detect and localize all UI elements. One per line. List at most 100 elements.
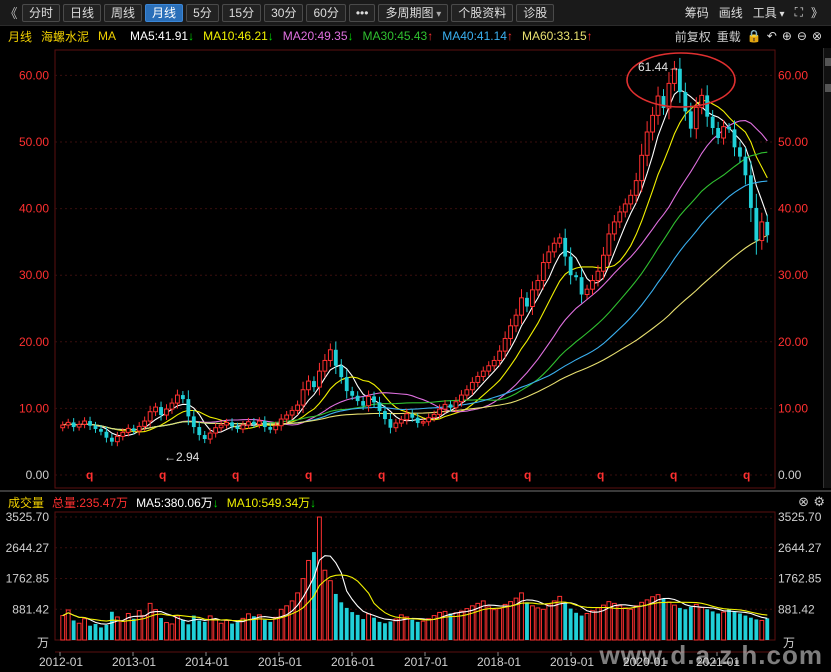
- candle-up: [213, 427, 219, 434]
- tab-daily[interactable]: 日线: [63, 3, 102, 22]
- volume-settings-icon[interactable]: ⚙: [813, 494, 825, 509]
- prev-arrow-icon[interactable]: 《: [4, 6, 18, 21]
- volume-bar-up: [213, 618, 219, 641]
- fullscreen-icon[interactable]: ⛶: [794, 5, 803, 19]
- volume-bar-down: [350, 612, 355, 640]
- volume-bar-up: [497, 608, 503, 641]
- more-periods-button[interactable]: •••: [348, 3, 376, 22]
- volume-tick-right: 3525.70: [778, 510, 822, 524]
- tab-monthly[interactable]: 月线: [145, 3, 184, 22]
- price-tick-right: 30.00: [778, 268, 808, 282]
- lock-icon[interactable]: 🔒: [746, 29, 762, 43]
- chips-button[interactable]: 筹码: [684, 6, 709, 20]
- volume-label: 成交量: [8, 495, 45, 510]
- candle-down: [683, 92, 688, 112]
- candle-up: [519, 297, 524, 316]
- tools-menu-button[interactable]: 工具: [753, 4, 785, 21]
- overlay-button[interactable]: 重载: [716, 29, 741, 44]
- side-scrollbar[interactable]: [823, 48, 831, 488]
- highlight-circle: [626, 52, 736, 108]
- volume-bars: [60, 516, 770, 641]
- tab-weekly[interactable]: 周线: [104, 3, 143, 22]
- candle-up: [404, 413, 410, 421]
- candle-down: [415, 417, 420, 424]
- ma-lines: [62, 89, 768, 437]
- volume-bar-up: [469, 605, 475, 641]
- volume-close-icon[interactable]: ⊗: [798, 494, 809, 509]
- volume-bar-down: [383, 623, 387, 640]
- date-tick-label: 2020-01: [623, 655, 667, 669]
- volume-bar-up: [437, 611, 442, 641]
- volume-bar-down: [388, 621, 393, 640]
- candle-down: [377, 402, 382, 412]
- candle-down: [710, 116, 715, 129]
- candle-up: [273, 425, 279, 431]
- volume-bar-up: [508, 601, 513, 641]
- volume-bar-up: [459, 610, 464, 641]
- volume-bar-up: [366, 613, 371, 641]
- volume-bar-down: [525, 602, 529, 640]
- volume-bar-up: [611, 602, 617, 641]
- candle-up: [65, 421, 71, 426]
- candle-down: [661, 96, 666, 109]
- candle-up: [584, 288, 590, 296]
- volume-bar-down: [415, 621, 420, 640]
- tab-5min[interactable]: 5分: [186, 3, 219, 22]
- candle-up: [617, 211, 623, 223]
- q-marker: q: [378, 468, 385, 482]
- candle-down: [743, 156, 748, 176]
- adjust-button[interactable]: 前复权: [674, 29, 711, 44]
- volume-bar-up: [666, 601, 672, 641]
- volume-bar-down: [738, 613, 742, 640]
- volume-bar-up: [693, 603, 699, 641]
- volume-bar-up: [125, 612, 131, 641]
- volume-bar-up: [82, 618, 87, 641]
- volume-bar-up: [644, 599, 650, 641]
- volume-bar-down: [339, 602, 344, 640]
- candle-down: [235, 426, 240, 430]
- volume-bar-up: [650, 596, 655, 641]
- tab-30min[interactable]: 30分: [264, 3, 304, 22]
- diagnose-button[interactable]: 诊股: [516, 3, 555, 22]
- undo-icon[interactable]: ↶: [766, 29, 777, 43]
- q-marker: q: [305, 468, 312, 482]
- ma20-value: MA20:49.35↓: [282, 29, 354, 43]
- multi-period-button[interactable]: 多周期图: [378, 3, 449, 22]
- draw-line-button[interactable]: 画线: [718, 6, 743, 20]
- volume-tick-right: 1762.85: [778, 572, 822, 586]
- volume-tick-left: 2644.27: [6, 541, 50, 555]
- candle-up: [530, 289, 535, 308]
- volume-bar-up: [284, 605, 290, 641]
- price-tick-right: 40.00: [778, 202, 808, 216]
- candle-down: [159, 407, 163, 416]
- candle-up: [442, 403, 448, 410]
- tab-60min[interactable]: 60分: [306, 3, 346, 22]
- volume-bar-up: [256, 614, 262, 641]
- volume-bar-up: [404, 616, 410, 641]
- volume-bar-down: [743, 615, 748, 640]
- volume-bar-up: [426, 618, 432, 641]
- candle-down: [333, 349, 338, 366]
- low-annotation: ←2.94: [164, 450, 200, 464]
- volume-bar-up: [551, 600, 557, 641]
- add-icon[interactable]: ⊕: [781, 29, 792, 43]
- close-icon[interactable]: ⊗: [811, 29, 822, 43]
- volume-bar-down: [716, 613, 721, 640]
- ma-label[interactable]: MA: [98, 29, 117, 43]
- remove-icon[interactable]: ⊖: [796, 29, 807, 43]
- q-marker: q: [597, 468, 604, 482]
- panel-divider[interactable]: [0, 490, 831, 492]
- volume-bar-down: [574, 612, 579, 640]
- ma-indicator-bar: 月线 海螺水泥 MA MA5:41.91↓ MA10:46.21↓ MA20:4…: [0, 27, 831, 45]
- candle-up: [759, 221, 765, 242]
- next-arrow-icon[interactable]: 》: [810, 6, 823, 20]
- volume-bar-up: [136, 610, 142, 641]
- date-tick-label: 2014-01: [185, 655, 229, 669]
- candle-down: [88, 421, 92, 426]
- tab-15min[interactable]: 15分: [221, 3, 262, 22]
- tab-fenshi[interactable]: 分时: [22, 3, 61, 22]
- stock-info-button[interactable]: 个股资料: [451, 3, 514, 22]
- volume-bar-up: [420, 620, 426, 641]
- candle-up: [437, 408, 442, 415]
